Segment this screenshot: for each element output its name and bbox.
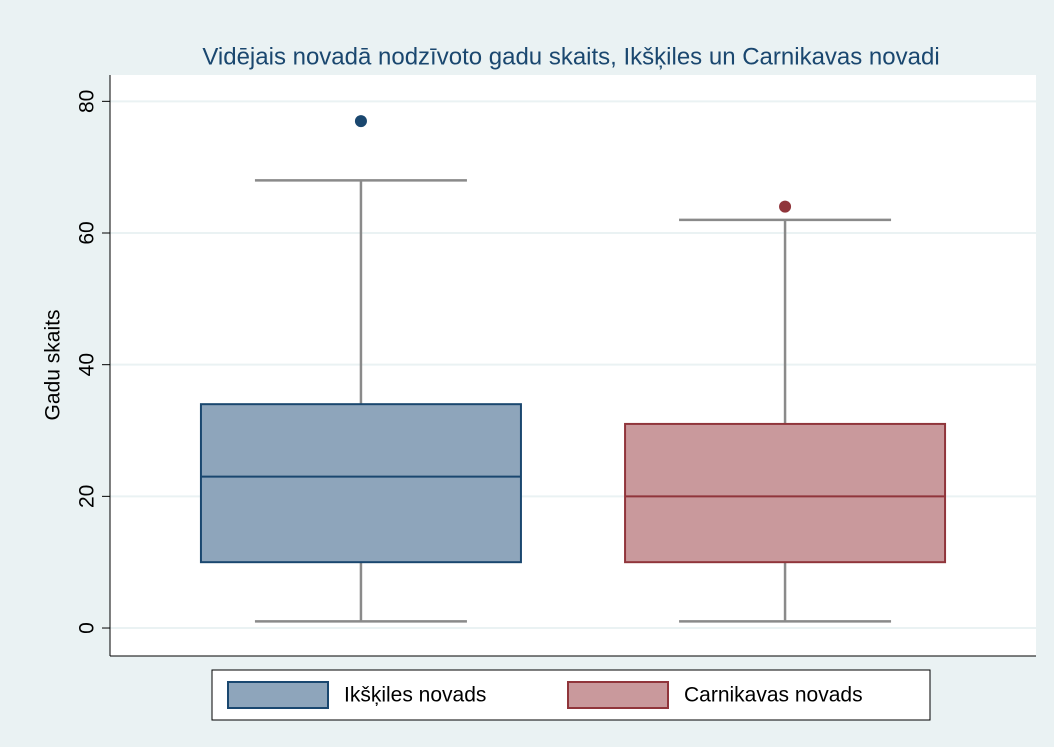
y-tick-label: 60 <box>76 221 99 244</box>
y-tick-label: 0 <box>76 622 99 634</box>
chart-title: Vidējais novadā nodzīvoto gadu skaits, I… <box>202 43 939 70</box>
box <box>199 403 522 564</box>
y-axis-label: Gadu skaits <box>42 310 65 421</box>
legend-label: Carnikavas novads <box>684 684 863 707</box>
box <box>624 422 947 564</box>
legend-swatch <box>567 681 669 709</box>
y-tick-label: 80 <box>76 90 99 113</box>
y-tick-label: 20 <box>76 485 99 508</box>
legend-label: Ikšķiles novads <box>344 684 486 707</box>
outlier <box>779 200 792 213</box>
legend-swatch <box>227 681 329 709</box>
y-tick-label: 40 <box>76 353 99 376</box>
outlier <box>354 115 367 128</box>
